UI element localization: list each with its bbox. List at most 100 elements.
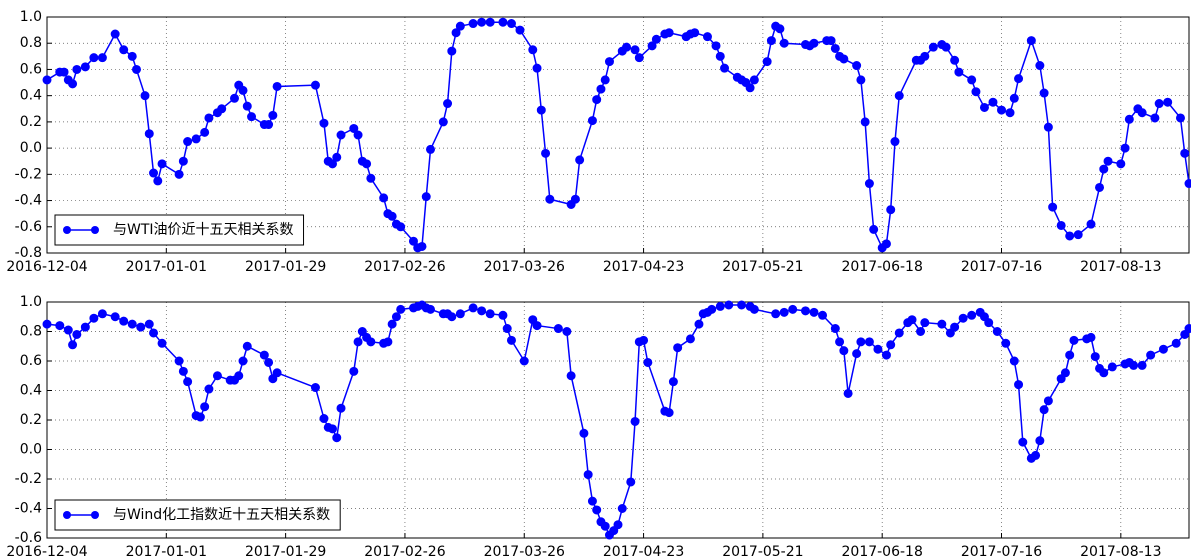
point xyxy=(387,211,397,221)
point xyxy=(1039,88,1049,98)
y-tick-label: -0.4 xyxy=(15,501,42,517)
point xyxy=(80,322,90,332)
point xyxy=(907,315,917,325)
point xyxy=(396,222,406,232)
point xyxy=(839,346,849,356)
point xyxy=(336,130,346,140)
point xyxy=(447,46,457,56)
point xyxy=(200,402,210,412)
point xyxy=(715,51,725,61)
point xyxy=(144,129,154,139)
x-tick-label: 2017-01-01 xyxy=(126,544,207,559)
point xyxy=(562,327,572,336)
point xyxy=(647,41,657,51)
point xyxy=(97,53,107,63)
point xyxy=(366,173,376,183)
point xyxy=(443,99,453,109)
x-tick-label: 2017-06-18 xyxy=(842,544,923,559)
point xyxy=(1150,113,1160,123)
point xyxy=(570,194,580,204)
point xyxy=(954,67,964,77)
point xyxy=(242,101,252,111)
point xyxy=(545,194,555,204)
point xyxy=(519,356,529,366)
point xyxy=(894,328,904,338)
point xyxy=(541,148,551,158)
point xyxy=(1180,329,1190,339)
point xyxy=(984,318,994,328)
point xyxy=(950,322,960,332)
point xyxy=(937,319,947,329)
point xyxy=(600,521,610,531)
point xyxy=(979,102,989,112)
point xyxy=(609,526,619,536)
point xyxy=(127,51,137,61)
point xyxy=(835,337,845,347)
point xyxy=(988,97,998,107)
point xyxy=(1171,338,1181,348)
y-tick-label: 0.4 xyxy=(20,383,42,399)
legend-label: 与Wind化工指数近十五天相关系数 xyxy=(113,507,330,523)
point xyxy=(468,303,478,313)
x-tick-label: 2017-05-21 xyxy=(722,259,803,275)
y-tick-label: -0.6 xyxy=(15,219,42,235)
point xyxy=(42,75,52,85)
point xyxy=(319,118,329,128)
point xyxy=(332,152,342,162)
point xyxy=(941,42,951,52)
x-tick-label: 2017-07-16 xyxy=(961,544,1042,559)
point xyxy=(1065,350,1075,360)
point xyxy=(1026,36,1036,46)
point xyxy=(451,28,461,38)
point xyxy=(737,300,747,310)
point xyxy=(886,340,896,350)
point xyxy=(1180,148,1190,158)
point xyxy=(468,19,478,29)
point xyxy=(55,321,65,331)
point xyxy=(856,337,866,347)
point xyxy=(881,239,891,249)
point xyxy=(1158,344,1168,354)
x-tick-label: 2017-07-16 xyxy=(961,259,1042,275)
point xyxy=(673,343,683,353)
x-tick-label: 2017-08-13 xyxy=(1080,259,1161,275)
y-tick-label: -0.2 xyxy=(15,471,42,487)
point xyxy=(1137,360,1147,370)
point xyxy=(379,193,389,203)
x-tick-label: 2017-08-13 xyxy=(1080,544,1161,559)
series-line xyxy=(46,21,1190,250)
point xyxy=(1009,93,1019,103)
point xyxy=(690,28,700,38)
point xyxy=(328,159,337,169)
point xyxy=(438,117,448,127)
point xyxy=(178,156,188,166)
point xyxy=(852,349,862,359)
point xyxy=(447,312,457,322)
point xyxy=(958,313,968,323)
point xyxy=(204,113,214,123)
point xyxy=(1035,61,1045,71)
point xyxy=(264,120,274,130)
point xyxy=(149,168,159,178)
point xyxy=(268,374,278,384)
plot-frame xyxy=(46,301,1190,539)
point xyxy=(268,110,278,120)
point xyxy=(332,433,342,443)
point xyxy=(498,310,508,320)
point xyxy=(720,63,730,73)
point xyxy=(1175,113,1185,123)
point xyxy=(63,325,73,335)
legend-marker xyxy=(91,226,99,234)
point xyxy=(779,307,789,317)
point xyxy=(1043,122,1053,132)
point xyxy=(771,309,781,319)
point xyxy=(945,328,955,338)
point xyxy=(869,224,879,234)
y-tick-label: 0.6 xyxy=(20,353,42,369)
x-tick-label: 2017-05-21 xyxy=(722,544,803,559)
point xyxy=(634,53,644,63)
point xyxy=(630,416,640,426)
subplot: -0.8 -0.6 -0.4 -0.2 0.0 0.2 0.4 0.6 0.8 1.0 2016-1… xyxy=(6,9,1191,275)
point xyxy=(1163,97,1173,107)
